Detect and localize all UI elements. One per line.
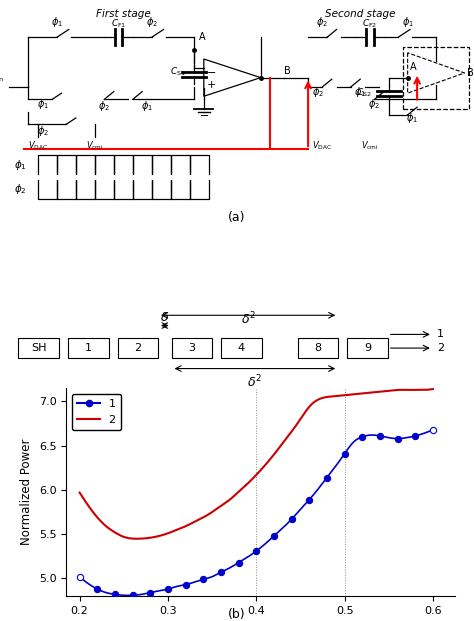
Text: $V_{\rm DAC}$: $V_{\rm DAC}$	[28, 140, 48, 152]
2	[78, 491, 83, 498]
Text: $\phi_2$: $\phi_2$	[14, 183, 27, 196]
Text: (b): (b)	[228, 608, 246, 621]
Text: $C_{\rm S2}$: $C_{\rm S2}$	[356, 87, 372, 99]
2	[376, 388, 382, 396]
Text: $\phi_1$: $\phi_1$	[36, 97, 49, 111]
2	[288, 428, 294, 436]
2	[134, 535, 139, 543]
Text: 1: 1	[85, 343, 92, 353]
Text: 1: 1	[437, 329, 444, 340]
Text: 2: 2	[134, 343, 141, 353]
Text: $+$: $+$	[206, 79, 216, 90]
Text: $C_{\rm F2}$: $C_{\rm F2}$	[362, 17, 377, 30]
2	[294, 420, 300, 428]
Text: $\phi_2$: $\phi_2$	[36, 124, 49, 137]
Text: $C_{\rm F1}$: $C_{\rm F1}$	[111, 17, 126, 30]
Text: SH: SH	[31, 343, 46, 353]
Text: Second stage: Second stage	[325, 9, 395, 19]
Line: 2: 2	[80, 389, 433, 539]
Bar	[298, 338, 338, 358]
Text: $\phi_2$: $\phi_2$	[368, 97, 381, 111]
Bar	[221, 338, 262, 358]
Text: First stage: First stage	[96, 9, 151, 19]
Text: 9: 9	[364, 343, 371, 353]
Text: $V_{\rm cmi}$: $V_{\rm cmi}$	[86, 140, 104, 152]
Text: (a): (a)	[228, 211, 246, 224]
Text: $\phi_2$: $\phi_2$	[316, 15, 328, 29]
Text: $V_{\rm in}$: $V_{\rm in}$	[0, 71, 5, 84]
Text: $\delta^2$: $\delta^2$	[247, 374, 263, 391]
Text: $V_{\rm DAC}$: $V_{\rm DAC}$	[312, 140, 332, 152]
Bar	[118, 338, 158, 358]
Text: $\phi_1$: $\phi_1$	[14, 158, 27, 171]
Text: A: A	[410, 61, 417, 72]
Bar	[68, 338, 109, 358]
Text: $\phi_1$: $\phi_1$	[51, 15, 63, 29]
Legend: 1, 2: 1, 2	[72, 394, 121, 430]
Bar	[172, 338, 212, 358]
Text: $\phi_2$: $\phi_2$	[146, 15, 158, 29]
Text: 2: 2	[437, 343, 445, 353]
Text: $\phi_1$: $\phi_1$	[141, 99, 153, 112]
Text: $\phi_1$: $\phi_1$	[354, 84, 366, 99]
Text: $\phi_1$: $\phi_1$	[406, 111, 419, 125]
Text: $\phi_2$: $\phi_2$	[98, 99, 110, 112]
Text: $C_{\rm S1}$: $C_{\rm S1}$	[170, 66, 186, 78]
Text: A: A	[199, 32, 206, 42]
Text: B: B	[284, 66, 291, 76]
Text: $\phi_1$: $\phi_1$	[401, 15, 414, 29]
Bar	[403, 47, 469, 109]
Text: $\phi_2$: $\phi_2$	[311, 84, 324, 99]
Y-axis label: Normalized Power: Normalized Power	[20, 439, 33, 545]
2	[287, 430, 293, 437]
Text: 4: 4	[238, 343, 245, 353]
2	[430, 385, 436, 392]
Text: 3: 3	[188, 343, 195, 353]
Bar	[347, 338, 388, 358]
Text: B: B	[467, 68, 474, 78]
2	[77, 489, 82, 496]
Text: $\delta^2$: $\delta^2$	[241, 310, 255, 327]
Text: $V_{\rm cmi}$: $V_{\rm cmi}$	[361, 140, 379, 152]
Text: 8: 8	[314, 343, 321, 353]
Bar	[18, 338, 59, 358]
Text: $\delta$: $\delta$	[160, 311, 169, 324]
Text: $-$: $-$	[206, 66, 216, 76]
2	[398, 386, 404, 394]
